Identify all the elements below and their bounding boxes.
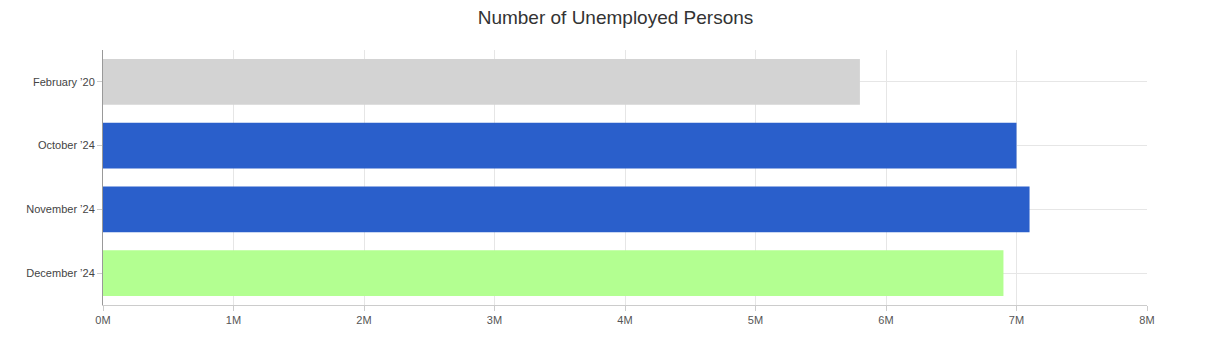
svg-text:0M: 0M: [95, 314, 110, 326]
svg-text:7M: 7M: [1009, 314, 1024, 326]
svg-text:October ’24: October ’24: [38, 139, 95, 151]
svg-text:8M: 8M: [1139, 314, 1154, 326]
svg-text:2M: 2M: [356, 314, 371, 326]
svg-text:February ’20: February ’20: [33, 76, 95, 88]
svg-text:5M: 5M: [748, 314, 763, 326]
svg-text:3M: 3M: [487, 314, 502, 326]
svg-text:4M: 4M: [617, 314, 632, 326]
svg-text:6M: 6M: [878, 314, 893, 326]
svg-text:December ’24: December ’24: [26, 267, 94, 279]
svg-text:1M: 1M: [226, 314, 241, 326]
svg-text:Number of Unemployed Persons: Number of Unemployed Persons: [478, 7, 754, 28]
svg-text:November ’24: November ’24: [26, 203, 94, 215]
